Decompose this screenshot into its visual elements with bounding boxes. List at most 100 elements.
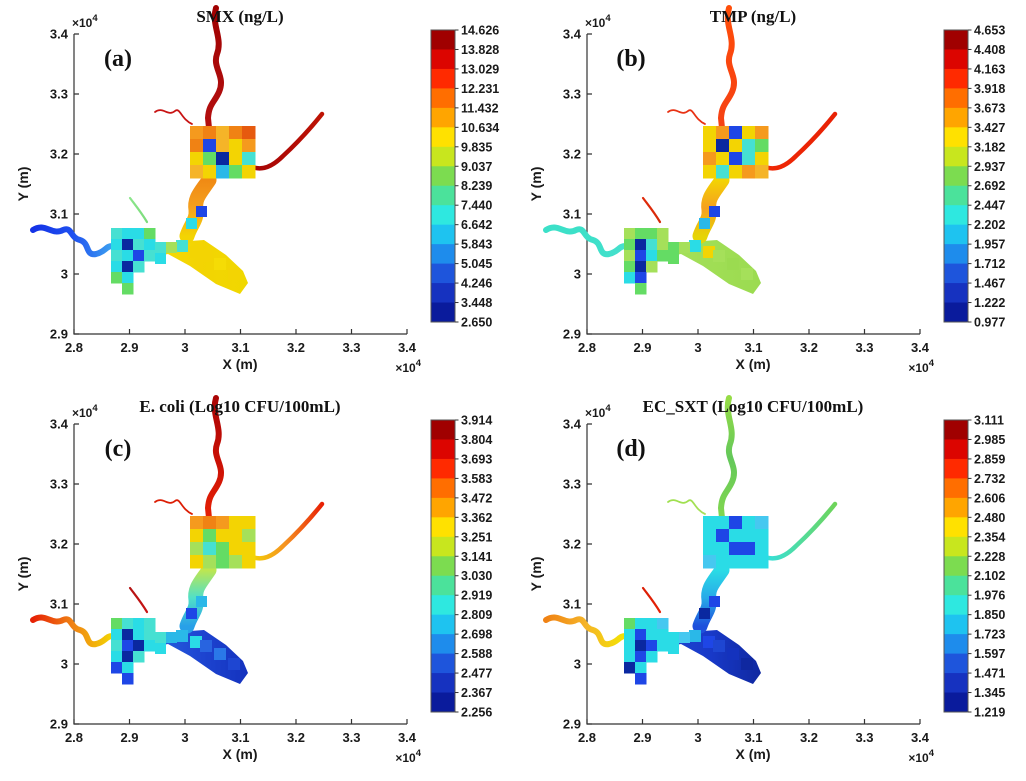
map-cell xyxy=(133,250,145,262)
colorbar-tick-label: 1.723 xyxy=(974,628,1005,642)
y-tick-label: 3.1 xyxy=(563,207,581,222)
colorbar-tick-label: 13.828 xyxy=(461,43,499,57)
map-cell xyxy=(144,629,156,641)
panel-3-figure: 3.111 2.985 2.859 2.732 2.606 2.480 2.354 2.228… xyxy=(528,395,1005,765)
map-cell xyxy=(242,139,256,153)
panel-label: (d) xyxy=(616,436,645,462)
colorbar-tick-label: 3.673 xyxy=(974,101,1005,115)
colorbar-tick-label: 1.597 xyxy=(974,647,1005,661)
colorbar-segment xyxy=(944,439,968,460)
map-cell xyxy=(646,640,658,652)
colorbar-tick-label: 3.918 xyxy=(974,82,1005,96)
map-cell xyxy=(755,529,769,543)
map-cell xyxy=(624,618,636,630)
fan-cells xyxy=(200,640,240,670)
map-layer xyxy=(543,5,838,295)
colorbar-tick-labels: 3.111 2.985 2.859 2.732 2.606 2.480 2.354 2.228… xyxy=(968,414,1005,720)
colorbar-segment xyxy=(431,107,455,128)
colorbar-segment xyxy=(431,49,455,70)
map-cell xyxy=(729,139,743,153)
map-west-river xyxy=(30,224,115,258)
map-cell xyxy=(716,126,730,140)
map-cell xyxy=(635,673,647,685)
map-cell xyxy=(679,632,690,643)
map-cell xyxy=(729,555,743,569)
left-patch-cells xyxy=(624,618,669,685)
colorbar-segments xyxy=(431,420,455,713)
panel-1-figure: 4.653 4.408 4.163 3.918 3.673 3.427 3.182 2.937… xyxy=(528,5,1005,375)
x-axis-exponent: ×104 xyxy=(395,358,421,375)
x-tick-label: 2.9 xyxy=(633,730,651,745)
colorbar-segment xyxy=(431,283,455,304)
colorbar-tick-label: 2.480 xyxy=(974,511,1005,525)
map-east-river xyxy=(760,501,838,561)
map-cell xyxy=(144,618,156,630)
y-tick-label: 3 xyxy=(574,657,581,672)
map-east-river xyxy=(247,501,325,561)
map-cell xyxy=(203,152,217,166)
map-cell xyxy=(214,648,226,660)
colorbar-tick-label: 3.362 xyxy=(461,511,492,525)
map-cell xyxy=(133,651,145,663)
map-cell xyxy=(200,640,212,652)
map-cell xyxy=(229,126,243,140)
colorbar-segment xyxy=(431,127,455,148)
map-cell xyxy=(242,126,256,140)
map-cell xyxy=(242,555,256,569)
x-tick-label: 3.4 xyxy=(911,730,930,745)
colorbar-border xyxy=(430,29,456,323)
map-north-river xyxy=(717,395,737,521)
map-cell xyxy=(635,272,647,284)
axes-tick-marks xyxy=(586,423,921,725)
map-cell xyxy=(133,261,145,273)
x-axis-label: X (m) xyxy=(223,746,258,762)
panel-title: E. coli (Log10 CFU/100mL) xyxy=(139,397,340,416)
map-cell xyxy=(709,206,720,217)
map-cell xyxy=(216,516,230,530)
x-tick-label: 3.3 xyxy=(342,730,360,745)
colorbar-tick-label: 5.843 xyxy=(461,238,492,252)
map-cell xyxy=(203,555,217,569)
map-cell xyxy=(668,253,679,264)
map-cell xyxy=(755,542,769,556)
y-tick-label: 3.2 xyxy=(50,537,68,552)
panel-2-figure: 3.914 3.804 3.693 3.583 3.472 3.362 3.251 3.141… xyxy=(15,395,492,765)
colorbar-segment xyxy=(944,517,968,538)
map-cell xyxy=(111,662,123,674)
x-axis-exponent: ×104 xyxy=(908,748,934,765)
colorbar-segment xyxy=(944,575,968,596)
colorbar-tick-label: 13.029 xyxy=(461,62,499,76)
map-northwest-tributary xyxy=(667,109,706,125)
colorbar-tick-label: 4.246 xyxy=(461,277,492,291)
colorbar-tick-label: 10.634 xyxy=(461,121,499,135)
x-tick-label: 3.2 xyxy=(287,730,305,745)
map-cell xyxy=(122,640,134,652)
colorbar-tick-label: 3.141 xyxy=(461,550,492,564)
map-cell xyxy=(216,555,230,569)
map-cell xyxy=(624,228,636,240)
colorbar-tick-label: 1.222 xyxy=(974,296,1005,310)
colorbar-tick-label: 2.732 xyxy=(974,472,1005,486)
map-cell xyxy=(657,250,669,262)
map-fan-region xyxy=(661,630,761,684)
map-west-river xyxy=(543,224,628,258)
map-cell xyxy=(703,246,715,258)
x-tick-label: 3.1 xyxy=(744,340,762,355)
colorbar-segment xyxy=(944,283,968,304)
colorbar-segment xyxy=(431,595,455,616)
map-cell xyxy=(716,542,730,556)
y-axis-exponent: ×104 xyxy=(585,403,611,420)
fan-cells xyxy=(200,250,240,280)
colorbar-segment xyxy=(944,146,968,167)
map-cell xyxy=(111,228,123,240)
panel-0-figure: 14.626 13.828 13.029 12.231 11.432 10.634 9.83… xyxy=(15,5,499,375)
y-tick-label: 3.3 xyxy=(50,477,68,492)
panel-title: SMX (ng/L) xyxy=(196,7,283,26)
colorbar-tick-label: 3.804 xyxy=(461,433,492,447)
map-cell xyxy=(741,268,753,280)
map-cell xyxy=(657,629,669,641)
y-tick-label: 3.2 xyxy=(50,147,68,162)
colorbar-tick-label: 3.251 xyxy=(461,530,492,544)
colorbar-segment xyxy=(944,49,968,70)
colorbar-segment xyxy=(431,653,455,674)
